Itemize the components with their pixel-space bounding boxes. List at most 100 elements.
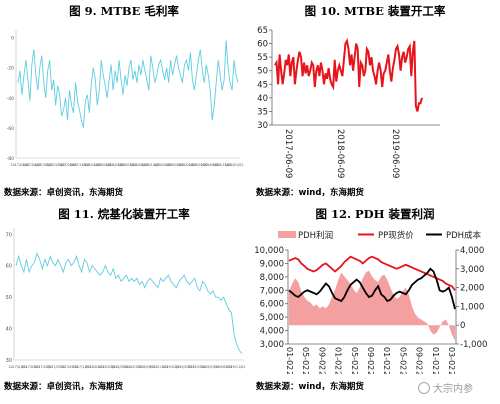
x-tick-label: 2017/07/02 <box>47 365 66 369</box>
x-tick-label: 2018/01/02 <box>85 365 104 369</box>
x-tick-label: 05-02 <box>301 347 310 370</box>
left-y-tick-label: 10,000 <box>254 246 284 256</box>
x-tick-label: 2017/01/02 <box>8 365 27 369</box>
left-y-tick-label: 6,000 <box>260 300 284 310</box>
source-note-alkylation-operating-rate: 数据来源：卓创资讯，东海期货 <box>4 382 124 392</box>
x-tick-label: 2017/03/02 <box>21 365 40 369</box>
series-area-pdh-profit <box>289 270 455 341</box>
series-line-alkylation <box>15 251 243 355</box>
x-tick-label: 2019/07/02 <box>189 163 208 167</box>
y-tick-label: 45 <box>257 80 268 90</box>
x-tick-label: 01-02 <box>382 347 391 370</box>
x-tick-label: 2017/01/02 <box>10 163 29 167</box>
x-tick-label: 09-02 <box>415 347 424 370</box>
x-year-label: 2019- <box>415 371 424 374</box>
right-y-tick-label: 3,000 <box>460 265 484 275</box>
left-y-tick-label: 9,000 <box>260 259 284 269</box>
x-tick-label: 2018/01/02 <box>82 163 101 167</box>
y-tick-label: 55 <box>257 53 268 63</box>
right-y-tick-label: 2,000 <box>460 284 484 294</box>
y-tick-label: 70 <box>6 232 12 238</box>
x-year-label: 2018- <box>366 371 375 374</box>
x-tick-label: 2018/03/02 <box>98 365 117 369</box>
x-year-label: 2017- <box>301 371 310 374</box>
x-tick-label: 01-02 <box>334 347 343 370</box>
y-tick-label: 40 <box>257 94 268 104</box>
y-tick-label: 50 <box>6 295 12 301</box>
x-tick-label: 2017/11/02 <box>70 163 89 167</box>
right-y-tick-label: 4,000 <box>460 246 484 256</box>
chart-title-pdh-profit: 图 12. PDH 装置利润 <box>315 207 435 221</box>
left-y-tick-label: 3,000 <box>260 340 284 350</box>
x-tick-label: 2018/07/02 <box>124 365 143 369</box>
left-y-tick-label: 8,000 <box>260 273 284 283</box>
series-line-mtbe-margin <box>17 40 239 128</box>
x-tick-label: 2017/05/02 <box>34 163 53 167</box>
x-year-label: 2018- <box>350 371 359 374</box>
x-tick-label: 2017/03/02 <box>22 163 41 167</box>
series-line-pp-spot-price <box>288 255 456 291</box>
right-y-tick-label: -1,000 <box>460 340 487 350</box>
x-tick-label: 2017/09/02 <box>58 163 77 167</box>
x-year-label: 2018- <box>334 371 343 374</box>
series-line-mtbe-operating-rate <box>274 37 423 112</box>
mtbe-margin-chart: 0 -20 -40 -60 -802017/01/022017/03/022017/05… <box>7 30 244 167</box>
x-tick-label: 09-02 <box>366 347 375 370</box>
left-y-tick-label: 4,000 <box>260 327 284 337</box>
x-tick-label: 2018/11/02 <box>150 365 169 369</box>
source-note-mtbe-margin: 数据来源：卓创资讯，东海期货 <box>4 188 124 198</box>
y-tick-label: 30 <box>6 358 12 364</box>
x-year-label: 2017- <box>285 371 294 374</box>
x-tick-label: 2019/05/02 <box>188 365 207 369</box>
left-y-tick-label: 7,000 <box>260 286 284 296</box>
y-tick-label: -60 <box>7 126 14 132</box>
x-tick-label: 2017/11/02 <box>73 365 92 369</box>
x-tick-label: 2019/03/02 <box>165 163 184 167</box>
x-tick-label: 2017-06-09 <box>283 129 293 178</box>
x-tick-label: 2019/05/02 <box>177 163 196 167</box>
legend-label-1: PP现货价 <box>378 230 414 241</box>
x-tick-label: 2019/11/02 <box>226 365 245 369</box>
x-tick-label: 2020/01/02 <box>224 163 243 167</box>
watermark: 大宗内参 <box>418 380 473 395</box>
left-y-tick-label: 5,000 <box>260 313 284 323</box>
y-tick-label: 60 <box>6 264 12 270</box>
x-year-label: 2017- <box>317 371 326 374</box>
x-tick-label: 2017/07/02 <box>46 163 65 167</box>
x-tick-label: 2018/07/02 <box>117 163 136 167</box>
x-tick-label: 2018/03/02 <box>94 163 113 167</box>
source-note-pdh-profit: 数据来源：wind，东海期货 <box>256 382 364 392</box>
right-y-tick-label: 0 <box>460 321 465 331</box>
x-tick-label: 2017/09/02 <box>60 365 79 369</box>
y-tick-label: 0 <box>11 36 14 42</box>
x-tick-label: 01-02 <box>285 347 294 370</box>
wechat-icon <box>418 381 430 394</box>
chart-title-mtbe-operating-rate: 图 10. MTBE 装置开工率 <box>304 4 446 18</box>
chart-title-alkylation-operating-rate: 图 11. 烷基化装置开工率 <box>58 207 190 221</box>
y-tick-label: -80 <box>7 156 14 162</box>
alkylation-operating-rate-chart: 70 60 50 40 302017/01/022017/03/022017/05/02… <box>6 228 246 369</box>
right-y-tick-label: 1,000 <box>460 302 484 312</box>
x-tick-label: 2018/09/02 <box>137 365 156 369</box>
x-tick-label: 2019/01/02 <box>162 365 181 369</box>
legend-swatch-0 <box>278 231 296 238</box>
mtbe-operating-rate-chart: 65 60 55 50 45 40 35 30 2017-06-09 2018-06-09 2019… <box>257 26 440 178</box>
y-tick-label: -40 <box>7 96 14 102</box>
source-note-mtbe-operating-rate: 数据来源：wind，东海期货 <box>256 188 364 198</box>
x-year-label: 2019- <box>382 371 391 374</box>
x-tick-label: 2018-06-09 <box>335 129 345 178</box>
x-tick-label: 05-02 <box>398 347 407 370</box>
y-tick-label: -20 <box>7 66 14 72</box>
x-tick-label: 03-02 <box>447 347 456 370</box>
x-tick-label: 2018/05/02 <box>106 163 125 167</box>
legend-label-0: PDH利润 <box>298 230 333 241</box>
